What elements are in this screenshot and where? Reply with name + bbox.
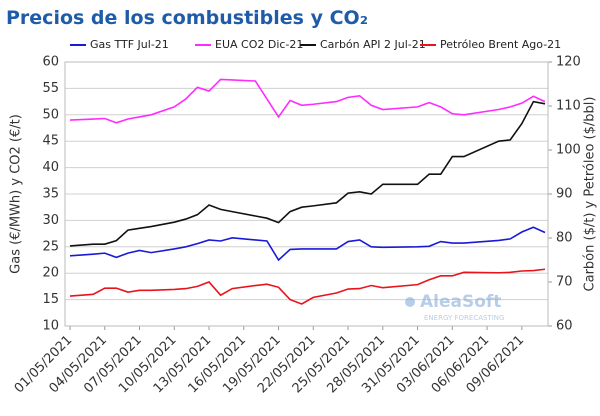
y-tick-label: 20 <box>42 266 59 281</box>
y-tick-label: 60 <box>42 55 59 70</box>
y2-tick-label: 110 <box>556 99 581 114</box>
y-tick-label: 30 <box>42 213 59 228</box>
y-axis-title: Gas (€/MWh) y CO2 (€/t) <box>9 114 24 274</box>
y-tick-label: 35 <box>42 187 59 202</box>
series-line <box>69 226 546 262</box>
watermark-tagline: ENERGY FORECASTING <box>424 314 504 322</box>
y-tick-label: 55 <box>42 81 59 96</box>
series-line <box>69 268 546 305</box>
watermark-icon <box>405 297 415 307</box>
y-tick-label: 10 <box>42 319 59 334</box>
watermark: AleaSoft ENERGY FORECASTING <box>405 292 504 322</box>
y-tick-label: 15 <box>42 292 59 307</box>
y2-tick-label: 90 <box>556 187 573 202</box>
y-tick-label: 25 <box>42 239 59 254</box>
y2-tick-label: 100 <box>556 143 581 158</box>
y-tick-label: 45 <box>42 134 59 149</box>
legend-label: Gas TTF Jul-21 <box>90 38 169 51</box>
legend-label: EUA CO2 Dic-21 <box>215 38 303 51</box>
plot-frame <box>64 61 549 327</box>
watermark-name: AleaSoft <box>420 292 501 312</box>
y2-tick-label: 60 <box>556 319 573 334</box>
series-line <box>69 78 546 124</box>
y-tick-label: 40 <box>42 160 59 175</box>
y2-axis-title: Carbón ($/t) y Petróleo ($/bbl) <box>583 97 598 292</box>
y-tick-label: 50 <box>42 107 59 122</box>
series-line <box>69 100 546 247</box>
legend-label: Petróleo Brent Ago-21 <box>440 38 561 51</box>
y2-tick-label: 70 <box>556 275 573 290</box>
chart-title: Precios de los combustibles y CO₂ <box>6 7 368 29</box>
y2-tick-label: 120 <box>556 55 581 70</box>
legend-label: Carbón API 2 Jul-21 <box>320 38 426 51</box>
y2-tick-label: 80 <box>556 231 573 246</box>
